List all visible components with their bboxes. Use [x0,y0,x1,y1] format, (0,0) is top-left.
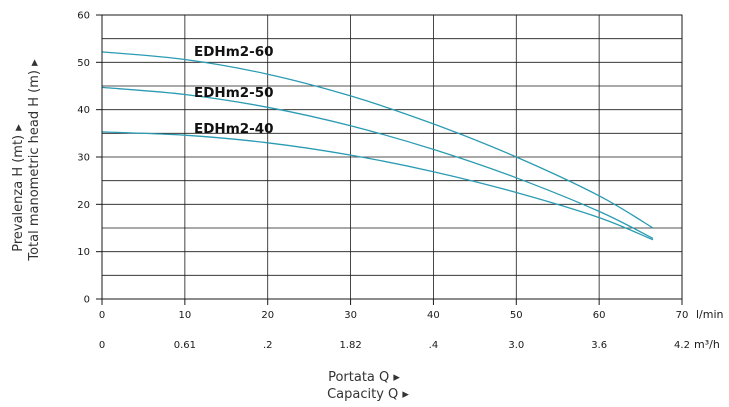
x2-tick-label: .2 [263,340,273,351]
y-tick-label: 10 [77,247,90,258]
x-tick-label: 30 [344,310,357,321]
x2-tick-label: 3.0 [508,340,524,351]
series-lines [101,51,654,241]
x-tick-label: 70 [676,310,689,321]
y-axis-title-line1: Prevalenza H (mt) ▸ [11,124,26,252]
series-line-edhm2-40 [101,131,654,241]
x2-tick-label: 4.2 [674,340,690,351]
y-tick-label: 30 [77,153,90,164]
series-labels: EDHm2-60 EDHm2-50 EDHm2-40 [194,44,274,137]
series-line-edhm2-60 [101,51,654,229]
x-tick-label: 0 [99,310,105,321]
y-tick-label: 50 [77,58,90,69]
series-line-edhm2-50 [101,86,654,239]
grid [102,15,682,299]
x-tick-label: 20 [261,310,274,321]
x-tick-label: 40 [427,310,440,321]
x-tick-label: 60 [593,310,606,321]
x-axis-title-line1: Portata Q ▸ [328,370,400,385]
x2-tick-label: 3.6 [591,340,607,351]
x2-tick-label: 0 [99,340,105,351]
y-tick-label: 60 [77,11,90,22]
axis-ticks: 010203040506000100.6120.2301.8240.4503.0… [77,11,690,352]
x-tick-label: 50 [510,310,523,321]
y-tick-label: 20 [77,200,90,211]
x-tick-label: 10 [178,310,191,321]
series-label-edhm2-60: EDHm2-60 [194,44,274,60]
plot-frame [101,14,683,300]
y-axis-title-line2: Total manometric head H (m) ▸ [27,59,42,262]
x2-tick-label: 0.61 [174,340,196,351]
x2-tick-label: 1.82 [339,340,361,351]
x-unit-label: l/min [696,308,724,321]
x2-unit-label: m³/h [694,338,720,351]
x2-tick-label: .4 [429,340,439,351]
series-label-edhm2-50: EDHm2-50 [194,85,274,101]
x-axis-title-line2: Capacity Q ▸ [327,387,409,402]
series-label-edhm2-40: EDHm2-40 [194,121,274,137]
y-tick-label: 40 [77,105,90,116]
y-tick-label: 0 [84,295,90,306]
